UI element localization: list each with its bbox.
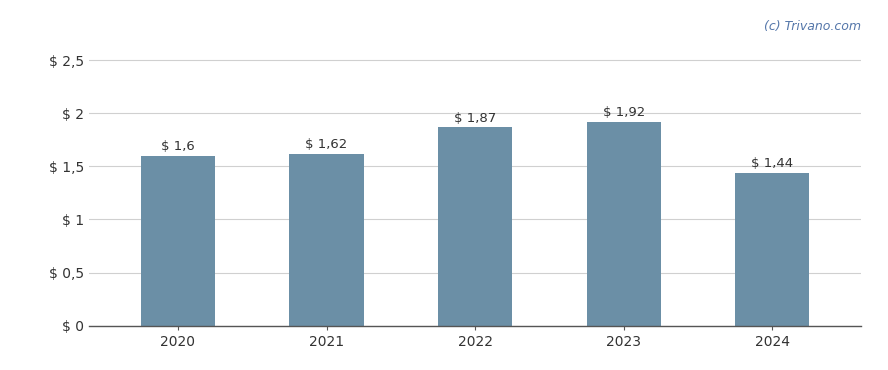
Text: $ 1,92: $ 1,92	[603, 106, 645, 119]
Text: $ 1,62: $ 1,62	[305, 138, 347, 151]
Bar	[735, 173, 809, 326]
Bar	[586, 122, 661, 326]
Bar	[438, 127, 512, 326]
Text: $ 1,87: $ 1,87	[454, 111, 496, 125]
Text: (c) Trivano.com: (c) Trivano.com	[765, 20, 861, 33]
Bar	[141, 156, 215, 326]
Text: $ 1,44: $ 1,44	[751, 157, 793, 170]
Bar	[289, 154, 364, 326]
Text: $ 1,6: $ 1,6	[161, 140, 194, 153]
